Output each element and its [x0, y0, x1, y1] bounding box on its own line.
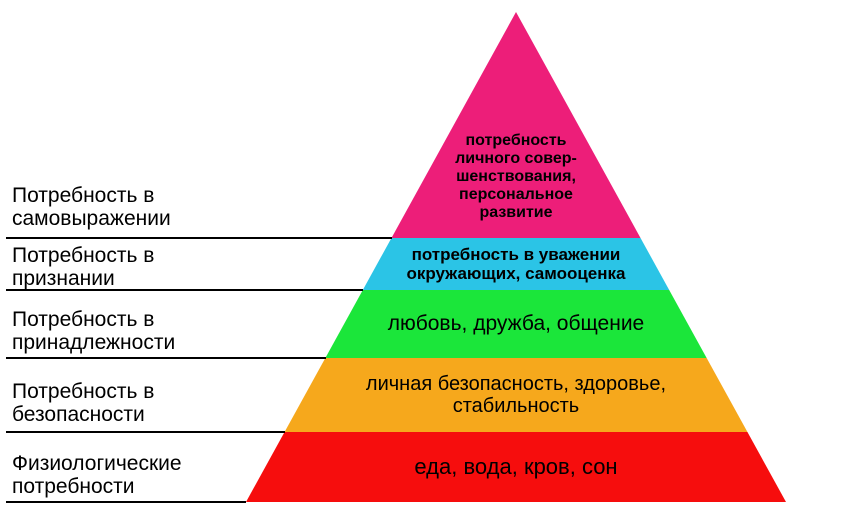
pyramid-level-l5 — [391, 12, 640, 238]
left-label-text-l1: Физиологическиепотребности — [12, 452, 182, 498]
left-label-text-l5: Потребность всамовыражении — [12, 184, 171, 230]
left-label-text-l3: Потребность впринадлежности — [12, 308, 175, 354]
pyramid-level-l1 — [246, 432, 786, 502]
separator-line-l3 — [6, 357, 326, 359]
left-label-l1: Физиологическиепотребности — [12, 452, 182, 498]
left-label-l2: Потребность вбезопасности — [12, 380, 154, 426]
separator-line-l1 — [6, 501, 246, 503]
pyramid-level-l4 — [363, 238, 669, 290]
separator-line-l4 — [6, 289, 363, 291]
maslow-pyramid-diagram: потребностьличного совер-шенствования,пе… — [0, 0, 846, 523]
separator-line-l5 — [6, 237, 392, 239]
pyramid-level-l3 — [325, 290, 706, 358]
separator-line-l2 — [6, 431, 285, 433]
left-label-l4: Потребность впризнании — [12, 244, 154, 290]
left-label-l5: Потребность всамовыражении — [12, 184, 171, 230]
left-label-text-l2: Потребность вбезопасности — [12, 380, 154, 426]
left-label-text-l4: Потребность впризнании — [12, 244, 154, 290]
pyramid-level-l2 — [285, 358, 748, 432]
left-label-l3: Потребность впринадлежности — [12, 308, 175, 354]
